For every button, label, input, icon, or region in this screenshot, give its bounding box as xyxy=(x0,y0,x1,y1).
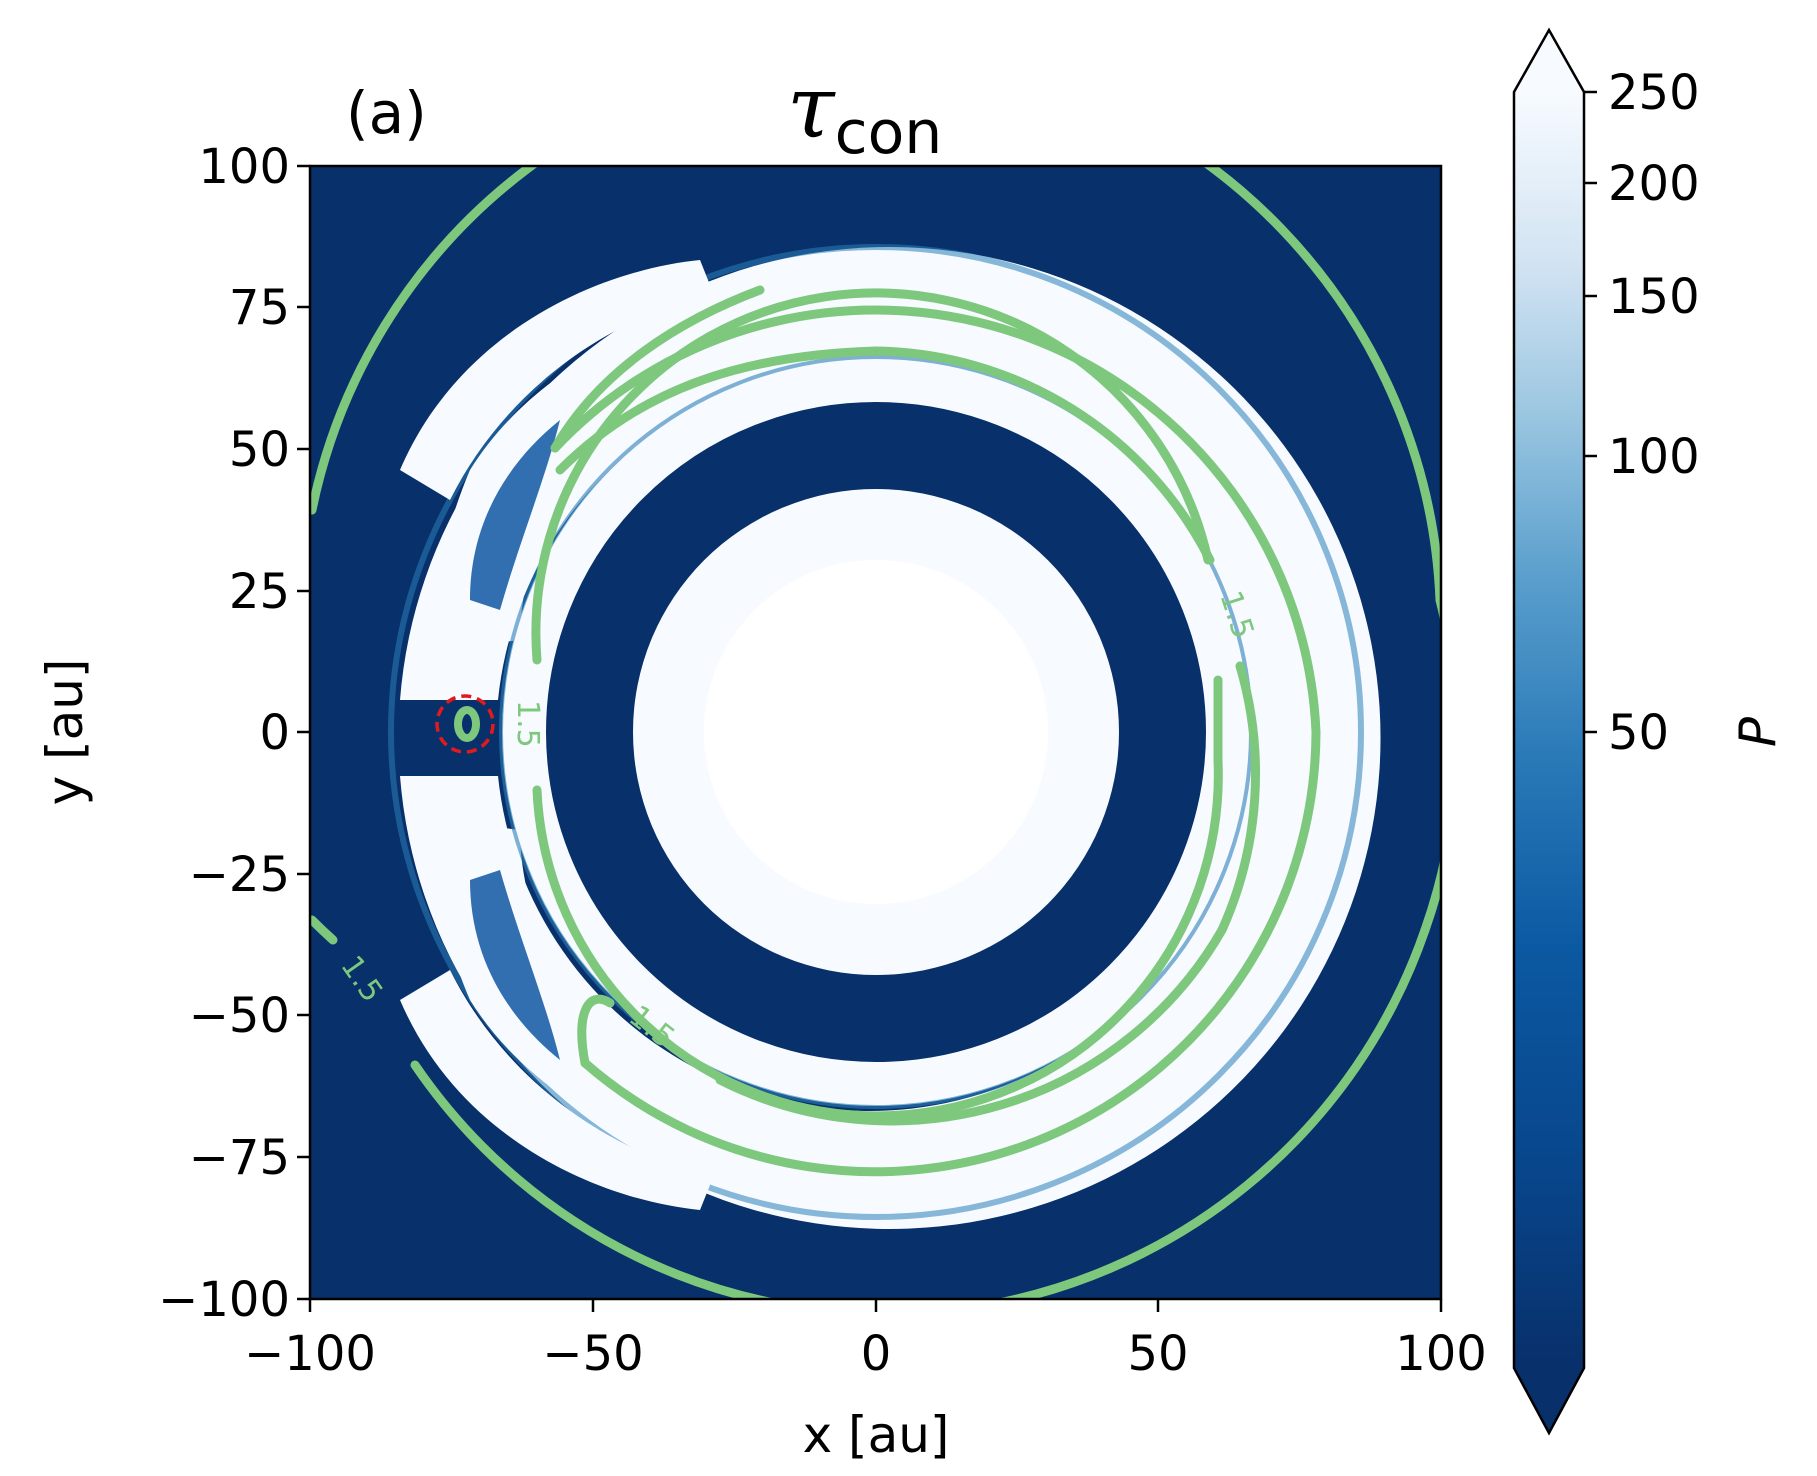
heatmap-area: 1.5 1.5 1.5 1.5 xyxy=(310,166,1441,1299)
colorbar-ticks xyxy=(1584,90,1597,734)
x-axis xyxy=(308,1299,1443,1312)
colorbar-extend-bottom xyxy=(1514,1368,1584,1433)
contour-ring-77-lower-tip xyxy=(577,994,615,1068)
colorbar-tick-label: 50 xyxy=(1608,705,1669,761)
contour-outer-upper xyxy=(310,166,1441,605)
contour-ring-58-upper xyxy=(531,288,1213,665)
y-tick-label: 50 xyxy=(229,422,290,478)
y-tick-label: 100 xyxy=(198,139,290,195)
colorbar-tick-label: 150 xyxy=(1608,269,1700,325)
y-tick-label: 75 xyxy=(229,280,290,336)
colorbar-body xyxy=(1514,92,1584,1368)
x-tick-label: −50 xyxy=(542,1326,643,1382)
contour-ring-77-upper-tip xyxy=(550,285,765,453)
colorbar: 250 200 150 100 50 P xyxy=(1512,27,1787,1436)
colorbar-tick-label: 200 xyxy=(1608,156,1700,212)
colorbar-label: P xyxy=(1729,716,1787,747)
y-tick-label: −75 xyxy=(189,1130,290,1186)
x-tick-labels: −100 −50 0 50 100 xyxy=(244,1326,1487,1382)
upper-dark-tail xyxy=(470,420,560,610)
x-tick-label: 50 xyxy=(1127,1326,1188,1382)
contour-outer-left-lower xyxy=(310,915,338,945)
contour-ring-77-arc xyxy=(550,305,1321,1177)
inner-core xyxy=(704,560,1048,904)
y-tick-label: 0 xyxy=(259,705,290,761)
contour-planet-loop xyxy=(454,706,480,742)
colorbar-outline xyxy=(1512,27,1586,1436)
colorbar-extend-top xyxy=(1514,30,1584,92)
colorbar-tick-label: 100 xyxy=(1608,429,1700,485)
middle-bright-ring xyxy=(502,358,1250,1106)
contour-ring-67-upper xyxy=(555,346,1215,565)
contour-outer-right xyxy=(1420,595,1441,935)
plot-title-symbol: τ xyxy=(787,58,836,158)
y-tick-label: 25 xyxy=(229,564,290,620)
y-tick-labels: 100 75 50 25 0 −25 −50 −75 −100 xyxy=(158,139,290,1328)
panel-label: (a) xyxy=(346,79,427,147)
y-tick-label: −50 xyxy=(189,988,290,1044)
planet-marker xyxy=(435,694,495,754)
y-tick-label: −100 xyxy=(158,1272,290,1328)
contour-outer-lower xyxy=(410,925,1430,1299)
plot-title-subscript: con xyxy=(835,98,943,168)
x-tick-label: 100 xyxy=(1395,1326,1487,1382)
y-tick-label: −25 xyxy=(189,847,290,903)
x-tick-label: −100 xyxy=(244,1326,376,1382)
contour-ring-58-lower xyxy=(532,675,1223,1121)
plot-title: τcon xyxy=(787,58,942,168)
x-tick-label: 0 xyxy=(861,1326,892,1382)
outer-ring-edge xyxy=(388,244,1364,1220)
contour-label-center-left: 1.5 xyxy=(510,700,545,748)
colorbar-tick-label: 250 xyxy=(1608,65,1700,121)
lower-dark-tail xyxy=(470,870,560,1060)
y-axis xyxy=(297,164,310,1301)
contour-lines xyxy=(310,166,1441,1299)
x-axis-label: x [au] xyxy=(803,1406,950,1464)
y-axis-label: y [au] xyxy=(36,659,94,806)
